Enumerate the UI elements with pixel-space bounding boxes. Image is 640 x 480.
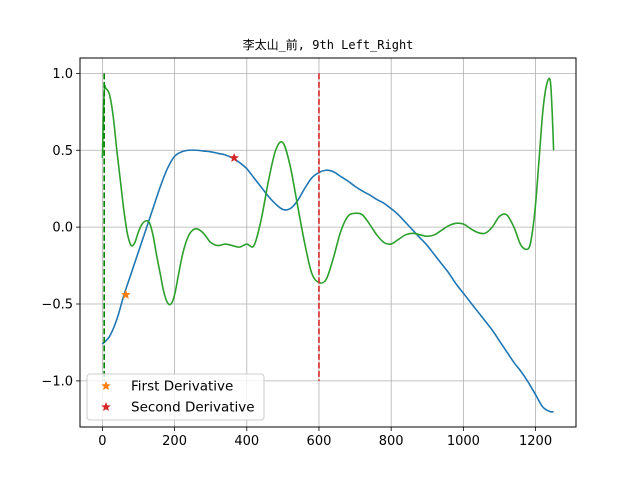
y-tick-label: −0.5: [41, 298, 73, 313]
legend-box: [86, 373, 265, 421]
legend-marker-first-derivative: [101, 381, 111, 391]
x-tick-label: 600: [307, 434, 332, 449]
vertical-lines: [103, 73, 320, 381]
x-tick-label: 0: [98, 434, 106, 449]
y-tick-label: −1.0: [41, 374, 73, 389]
x-axis: 0 200 400 600 800 1000 1200: [98, 427, 552, 449]
chart-title: 李太山_前, 9th Left_Right: [243, 37, 414, 52]
y-tick-label: 0.5: [52, 144, 73, 159]
series-group: [101, 77, 555, 413]
plot-frame: [79, 57, 577, 428]
marker-second-derivative: [229, 152, 239, 162]
series-line-2: [101, 77, 555, 306]
marker-first-derivative: [121, 289, 131, 299]
y-tick-label: 1.0: [52, 67, 73, 82]
y-axis: 1.0 0.5 0.0 −0.5 −1.0: [41, 67, 80, 389]
y-tick-label: 0.0: [52, 221, 73, 236]
legend-label-second-derivative: Second Derivative: [131, 400, 255, 416]
x-tick-label: 400: [234, 434, 259, 449]
marker-group: [121, 152, 239, 299]
x-tick-label: 800: [379, 434, 404, 449]
series-line-1: [101, 149, 554, 413]
x-tick-label: 1000: [447, 434, 480, 449]
legend: First Derivative Second Derivative: [86, 373, 265, 421]
legend-label-first-derivative: First Derivative: [131, 379, 233, 395]
legend-marker-second-derivative: [101, 402, 111, 412]
x-tick-label: 200: [162, 434, 187, 449]
x-tick-label: 1200: [519, 434, 552, 449]
